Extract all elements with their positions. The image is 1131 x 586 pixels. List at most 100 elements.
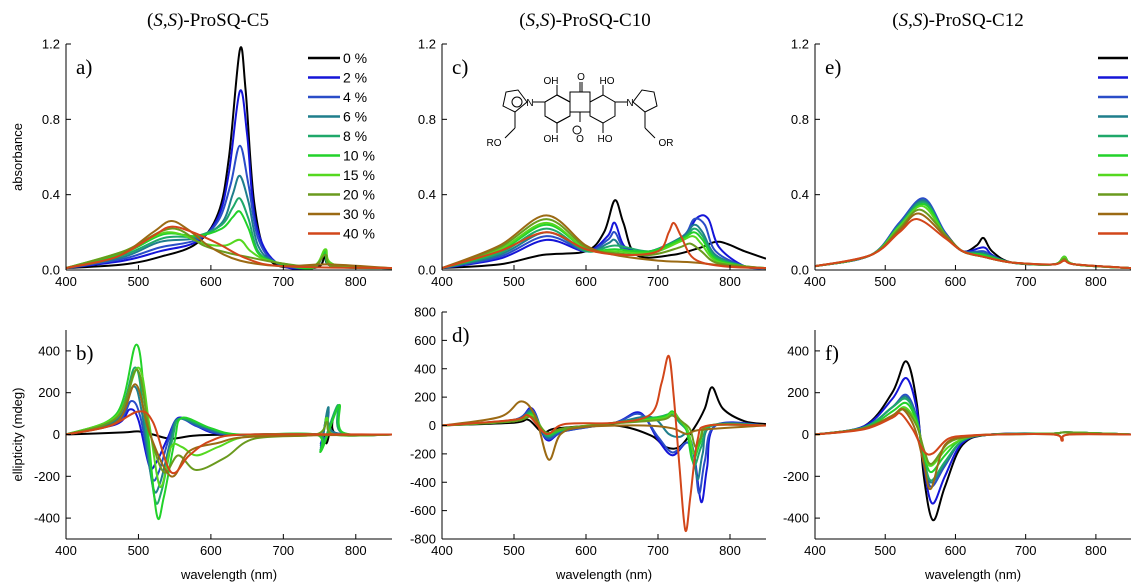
panel-c-absorbance-c10: 400 500 600 700 800 0.0 0.4 0.8 1.2 c): [418, 37, 766, 289]
mol-label-n-left: N: [526, 98, 533, 109]
y-tick-label-0: -400: [34, 511, 60, 526]
y-tick-label-3: 200: [787, 385, 809, 400]
y-tick-label-1: -200: [783, 469, 809, 484]
y-tick-label-4: 400: [38, 343, 60, 358]
y-tick-label-2: 0.8: [791, 112, 809, 127]
y-tick-label-5: 200: [414, 390, 436, 405]
series-line-b-8: [66, 383, 392, 478]
series-line-a-4: [66, 197, 392, 270]
title-c10: (S,S)-ProSQ-C10: [519, 10, 650, 31]
series-line-f-2: [815, 393, 1131, 488]
y-tick-label-0: 0.0: [418, 263, 436, 278]
y-tick-label-1: 0.4: [418, 187, 436, 202]
x-tick-label-2: 600: [945, 274, 967, 289]
y-tick-label-6: 400: [414, 361, 436, 376]
x-tick-label-3: 700: [647, 274, 669, 289]
y-tick-label-3: 1.2: [418, 37, 436, 52]
y-tick-label-3: 1.2: [42, 37, 60, 52]
x-tick-label-4: 800: [719, 274, 741, 289]
y-tick-label-2: 0: [53, 427, 60, 442]
title-c12: (S,S)-ProSQ-C12: [892, 10, 1023, 31]
series-line-b-5: [66, 343, 392, 521]
mol-label-ro: RO: [487, 138, 502, 149]
series-group: [815, 197, 1131, 270]
legend-label-9: 40 %: [343, 226, 375, 242]
y-tick-label-2: -400: [410, 475, 436, 490]
mol-label-ho-top-right: HO: [600, 76, 615, 87]
series-line-d-4: [442, 411, 766, 467]
y-tick-label-1: 0.4: [42, 187, 60, 202]
y-tick-label-4: 0: [429, 418, 436, 433]
panel-f-ellipticity-c12: 400 500 600 700 800 -400 -200 0 200 400 f) waveleng…: [783, 330, 1131, 582]
panel-label-f: f): [825, 341, 839, 365]
series-line-a-0: [66, 46, 392, 270]
series-group: [815, 360, 1131, 522]
molecule-labels: OH O HO N N OH O HO RO OR: [487, 72, 674, 149]
mol-label-o-top: O: [577, 72, 585, 83]
x-tick-label-0: 400: [804, 543, 826, 558]
y-tick-label-4: 400: [787, 343, 809, 358]
legend-label-8: 30 %: [343, 206, 375, 222]
series-line-b-9: [66, 410, 392, 475]
panel-label-e: e): [825, 55, 841, 79]
x-tick-label-4: 800: [1085, 543, 1107, 558]
series-line-b-6: [66, 366, 392, 488]
series-line-a-6: [66, 231, 392, 270]
y-tick-label-3: 1.2: [791, 37, 809, 52]
panel-a-absorbance-c5: 400 500 600 700 800 0.0 0.4 0.8 1.2 a) absorbance 0…: [10, 37, 392, 289]
mol-label-oh-top-left: OH: [544, 76, 559, 87]
x-tick-label-3: 700: [1015, 543, 1037, 558]
y-tick-label-2: 0: [802, 427, 809, 442]
series-line-c-9: [442, 221, 766, 270]
legend: 0%2%4%6%8%10%15%20%30%40%: [1098, 56, 1128, 235]
series-line-f-8: [815, 407, 1131, 491]
panel-label-b: b): [76, 341, 94, 365]
x-tick-label-1: 500: [128, 274, 150, 289]
series-line-f-4: [815, 397, 1131, 482]
y-tick-label-0: -400: [783, 511, 809, 526]
y-axis-label: absorbance: [10, 123, 25, 191]
y-tick-label-0: 0.0: [791, 263, 809, 278]
panel-b-ellipticity-c5: 400 500 600 700 800 -400 -200 0 200 400 b) waveleng…: [10, 330, 392, 582]
x-axis-label: wavelength (nm): [555, 567, 652, 582]
legend-label-7: 20 %: [343, 187, 375, 203]
series-line-d-0: [442, 386, 766, 450]
x-tick-label-0: 400: [55, 543, 77, 558]
series-line-d-5: [442, 410, 766, 463]
series-line-c-0: [442, 199, 766, 270]
y-tick-label-3: 200: [38, 385, 60, 400]
series-line-a-8: [66, 220, 392, 270]
series-group: [442, 354, 766, 533]
series-line-c-7: [442, 218, 766, 270]
series-line-f-3: [815, 395, 1131, 484]
y-tick-label-1: -600: [410, 503, 436, 518]
y-tick-label-3: -200: [410, 446, 436, 461]
x-tick-label-4: 800: [345, 543, 367, 558]
x-tick-label-3: 700: [647, 543, 669, 558]
series-line-e-7: [815, 208, 1131, 270]
x-tick-label-1: 500: [874, 274, 896, 289]
x-tick-label-1: 500: [503, 274, 525, 289]
x-tick-label-3: 700: [272, 274, 294, 289]
series-group: [66, 343, 392, 521]
legend-label-5: 10 %: [343, 148, 375, 164]
x-tick-label-2: 600: [200, 543, 222, 558]
x-tick-label-1: 500: [874, 543, 896, 558]
x-tick-label-0: 400: [431, 543, 453, 558]
panel-label-a: a): [76, 55, 92, 79]
mol-label-o-bottom: O: [576, 134, 584, 145]
mol-label-n-right: N: [626, 98, 633, 109]
series-group: [442, 199, 766, 270]
series-line-f-9: [815, 412, 1131, 456]
x-tick-label-0: 400: [431, 274, 453, 289]
x-tick-label-0: 400: [55, 274, 77, 289]
legend-label-2: 4 %: [343, 89, 367, 105]
series-line-f-0: [815, 360, 1131, 522]
x-tick-label-2: 600: [200, 274, 222, 289]
y-tick-label-2: 0.8: [42, 112, 60, 127]
x-tick-label-4: 800: [719, 543, 741, 558]
x-tick-label-2: 600: [575, 274, 597, 289]
x-tick-label-3: 700: [1015, 274, 1037, 289]
mol-label-or: OR: [659, 138, 674, 149]
